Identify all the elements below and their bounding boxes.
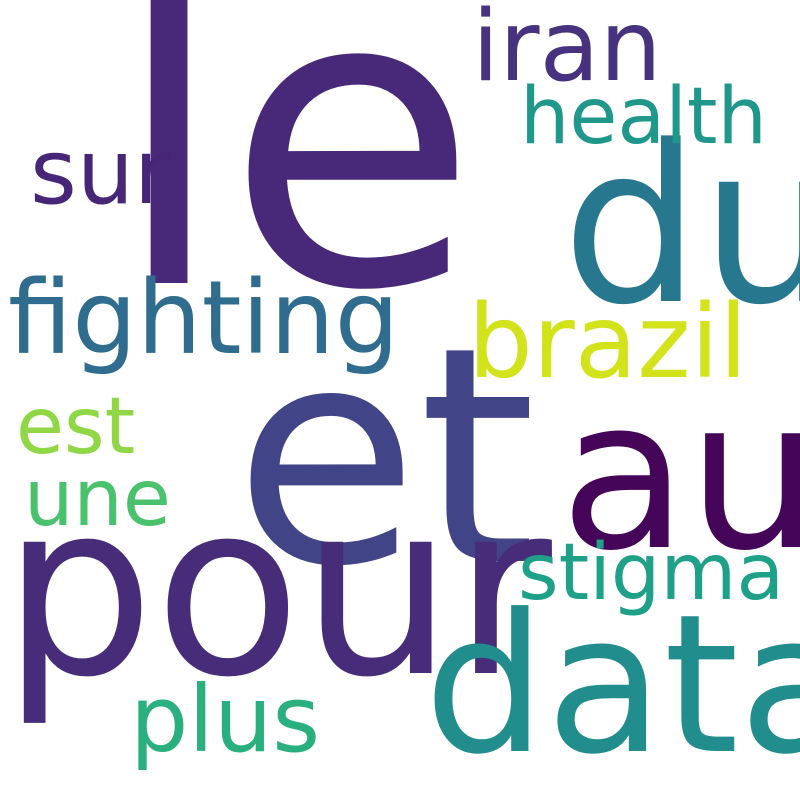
word-data: data — [424, 574, 800, 797]
word-pour: pour — [2, 450, 552, 730]
word-brazil: brazil — [468, 283, 748, 402]
word-plus: plus — [130, 666, 321, 773]
word-du: du — [562, 100, 800, 353]
word-iran: iran — [472, 0, 662, 104]
word-fighting: fighting — [8, 259, 400, 378]
word-sur: sur — [30, 120, 171, 225]
word-le: le — [112, 0, 479, 380]
word-health: health — [520, 72, 767, 162]
word-et: et — [234, 283, 537, 632]
word-est: est — [16, 382, 136, 472]
word-stigma: stigma — [518, 528, 785, 618]
word-au: au — [560, 355, 800, 597]
word-une: une — [24, 454, 171, 544]
